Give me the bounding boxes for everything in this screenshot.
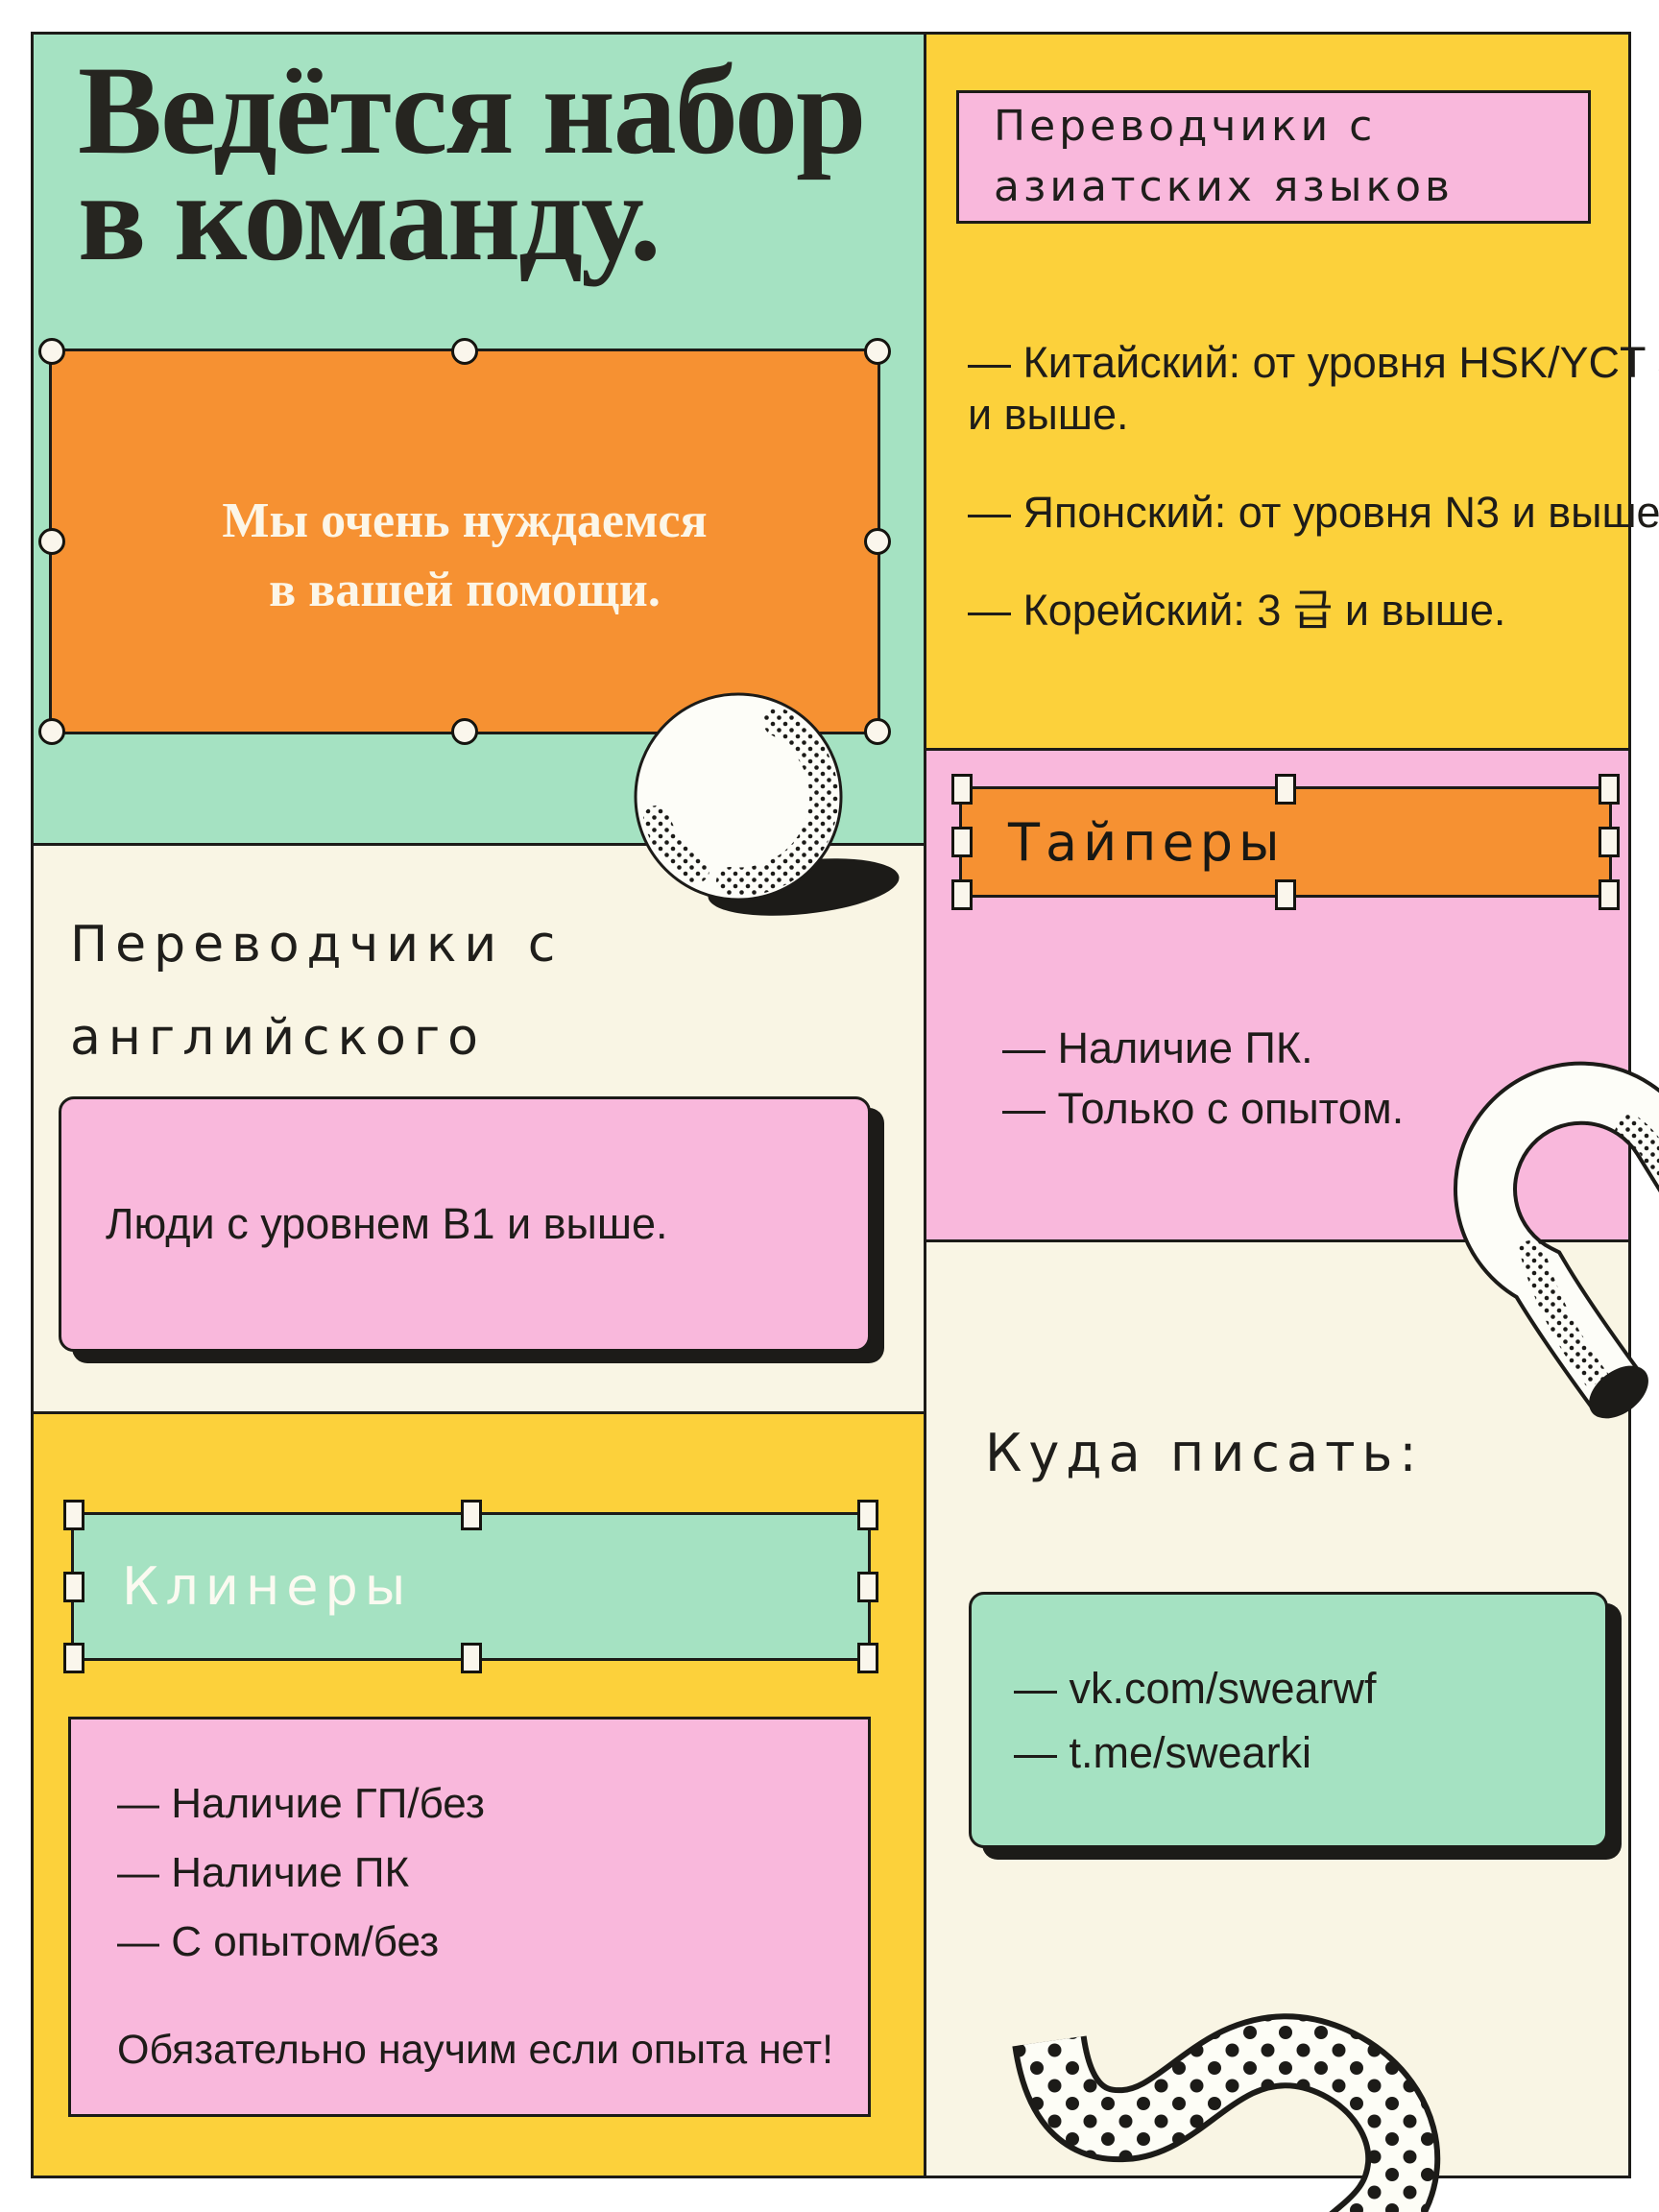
resize-handle-icon — [951, 774, 973, 805]
resize-handle-icon — [857, 1571, 878, 1602]
resize-handle-icon — [1275, 879, 1296, 910]
resize-handle-icon — [864, 338, 891, 365]
resize-handle-icon — [1275, 774, 1296, 805]
english-note-card: Люди с уровнем B1 и выше. — [59, 1096, 871, 1352]
resize-handle-icon — [1599, 879, 1620, 910]
page-title: Ведётся набор в команду. — [78, 39, 866, 287]
asian-item-chinese: — Китайский: от уровня HSK/YCT 3 — [968, 338, 1659, 387]
resize-handle-icon — [38, 718, 65, 745]
resize-handle-icon — [63, 1643, 84, 1673]
english-heading-line-1: Переводчики с — [70, 916, 564, 974]
asian-item-korean: — Корейский: 3 급 и выше. — [968, 586, 1506, 635]
resize-handle-icon — [1599, 827, 1620, 857]
contacts-heading: Куда писать: — [985, 1423, 1424, 1483]
resize-handle-icon — [864, 528, 891, 555]
cleaners-item: — Наличие ПК — [117, 1849, 410, 1897]
asian-header-line-2: азиатских языков — [994, 161, 1454, 211]
cleaners-requirements-card: — Наличие ГП/без — Наличие ПК — С опытом… — [68, 1717, 871, 2117]
typers-item: — Только с опытом. — [1002, 1084, 1405, 1133]
resize-handle-icon — [63, 1500, 84, 1530]
contacts-card: — vk.com/swearwf — t.me/swearki — [969, 1592, 1608, 1848]
asian-item-japanese: — Японский: от уровня N3 и выше. — [968, 488, 1659, 537]
asian-header-line-1: Переводчики с — [994, 102, 1377, 152]
resize-handle-icon — [451, 718, 478, 745]
page-title-line-2: в команду. — [78, 145, 661, 287]
english-heading-line-2: английского — [70, 1009, 486, 1067]
cleaners-label: Клинеры — [122, 1556, 413, 1617]
resize-handle-icon — [38, 528, 65, 555]
resize-handle-icon — [857, 1643, 878, 1673]
vk-link: — vk.com/swearwf — [1014, 1663, 1377, 1713]
resize-handle-icon — [451, 338, 478, 365]
resize-handle-icon — [1599, 774, 1620, 805]
help-banner: Мы очень нуждаемся в вашей помощи. — [38, 338, 891, 745]
page-title-line-1: Ведётся набор — [78, 39, 866, 180]
resize-handle-icon — [951, 827, 973, 857]
resize-handle-icon — [38, 338, 65, 365]
typers-label-box: Тайперы — [951, 774, 1620, 910]
asian-header-box: Переводчики с азиатских языков — [956, 90, 1591, 224]
cleaners-note: Обязательно научим если опыта нет! — [117, 2027, 834, 2074]
resize-handle-icon — [460, 1643, 482, 1673]
poster: Ведётся набор в команду. Мы очень нуждае… — [31, 32, 1659, 2212]
asian-item-chinese-wrap: и выше. — [968, 390, 1129, 439]
help-banner-line-2: в вашей помощи. — [269, 563, 661, 617]
asian-requirements-list: — Китайский: от уровня HSK/YCT 3 и выше.… — [968, 337, 1659, 637]
cleaners-item: — С опытом/без — [117, 1918, 440, 1966]
resize-handle-icon — [857, 1500, 878, 1530]
cleaners-label-box: Клинеры — [63, 1500, 878, 1673]
english-heading: Переводчики с английского — [70, 899, 563, 1085]
english-note: Люди с уровнем B1 и выше. — [106, 1199, 668, 1248]
typers-label: Тайперы — [1008, 811, 1286, 873]
telegram-link: — t.me/swearki — [1014, 1727, 1312, 1777]
resize-handle-icon — [864, 718, 891, 745]
help-banner-line-1: Мы очень нуждаемся — [222, 493, 708, 549]
cleaners-item: — Наличие ГП/без — [117, 1780, 485, 1827]
typers-item: — Наличие ПК. — [1002, 1023, 1313, 1072]
resize-handle-icon — [460, 1500, 482, 1530]
resize-handle-icon — [951, 879, 973, 910]
typers-requirements-list: — Наличие ПК. — Только с опытом. — [1002, 1018, 1404, 1139]
resize-handle-icon — [63, 1571, 84, 1602]
